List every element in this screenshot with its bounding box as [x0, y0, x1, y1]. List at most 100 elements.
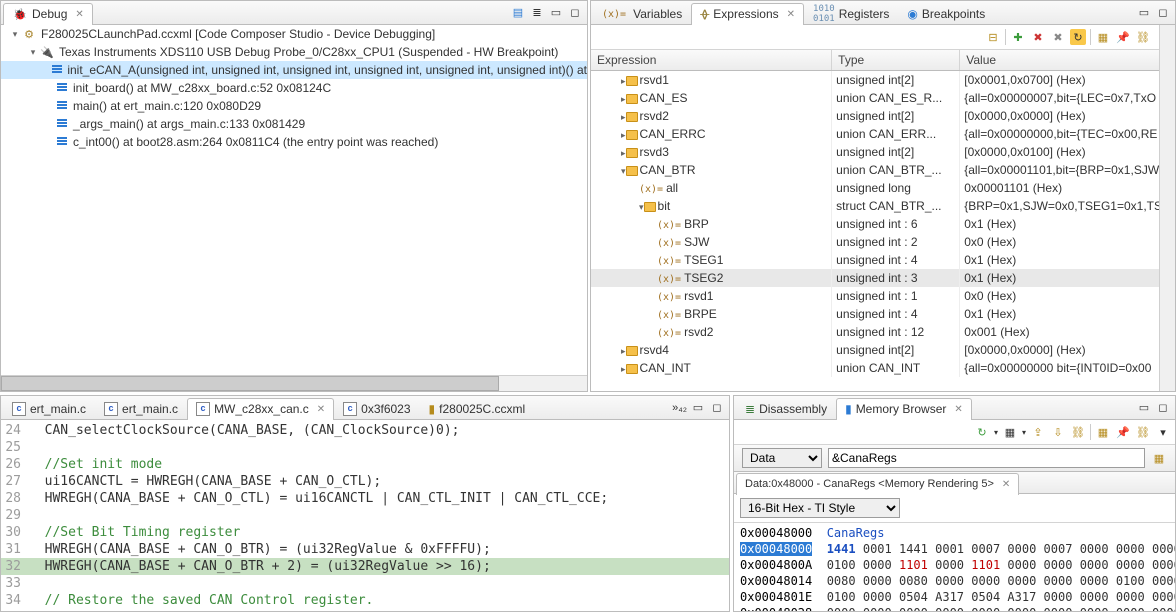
- maximize-icon[interactable]: ◻: [567, 5, 583, 21]
- view-menu-icon[interactable]: ▤: [510, 5, 526, 21]
- editor-tab[interactable]: cert_main.c: [95, 398, 187, 420]
- memory-rendering-tab[interactable]: Data:0x48000 - CanaRegs <Memory Renderin…: [736, 473, 1019, 495]
- expr-row[interactable]: (x)=allunsigned long0x00001101 (Hex): [591, 179, 1175, 197]
- new-watch-icon[interactable]: ▦: [1095, 29, 1111, 45]
- go-icon[interactable]: ▦: [1095, 424, 1111, 440]
- expr-row[interactable]: ▸CAN_ESunion CAN_ES_R...{all=0x00000007,…: [591, 89, 1175, 107]
- scrollbar-v[interactable]: [1159, 25, 1175, 391]
- close-icon[interactable]: ✕: [954, 404, 962, 415]
- twistie-icon[interactable]: ▸: [621, 76, 626, 86]
- twistie-icon[interactable]: ▸: [621, 130, 626, 140]
- add-icon[interactable]: ✚: [1010, 29, 1026, 45]
- tab-variables[interactable]: (x)=Variables: [593, 3, 691, 25]
- config-icon[interactable]: ⛓: [1135, 424, 1151, 440]
- expr-row[interactable]: ▸CAN_ERRCunion CAN_ERR...{all=0x00000000…: [591, 125, 1175, 143]
- editor-tab[interactable]: c0x3f6023: [334, 398, 419, 420]
- field-icon: (x)=: [657, 310, 681, 321]
- format-select[interactable]: 16-Bit Hex - TI Style: [740, 498, 900, 518]
- col-expression[interactable]: Expression: [591, 50, 832, 71]
- twistie-icon[interactable]: ▸: [621, 364, 626, 374]
- pin-icon[interactable]: 📌: [1115, 424, 1131, 440]
- tab-breakpoints[interactable]: ◉Breakpoints: [898, 3, 994, 25]
- minimize-icon[interactable]: ▭: [548, 5, 564, 21]
- stack-frame[interactable]: ▾🔌Texas Instruments XDS110 USB Debug Pro…: [1, 43, 587, 61]
- line-number: 35: [1, 609, 29, 611]
- refresh-icon[interactable]: ↻: [1070, 29, 1086, 45]
- link-icon[interactable]: ⛓: [1135, 29, 1151, 45]
- close-icon[interactable]: ✕: [1002, 479, 1010, 490]
- expr-row[interactable]: ▸rsvd1unsigned int[2][0x0001,0x0700] (He…: [591, 71, 1175, 90]
- expr-row[interactable]: ▾bitstruct CAN_BTR_...{BRP=0x1,SJW=0x0,T…: [591, 197, 1175, 215]
- col-type[interactable]: Type: [832, 50, 960, 71]
- scrollbar-h[interactable]: [1, 375, 587, 391]
- minimize-icon[interactable]: ▭: [1136, 400, 1152, 416]
- editor-tab[interactable]: cert_main.c: [3, 398, 95, 420]
- twistie-icon[interactable]: ▾: [9, 29, 21, 40]
- export-icon[interactable]: ⇪: [1030, 424, 1046, 440]
- expr-row[interactable]: ▸rsvd2unsigned int[2][0x0000,0x0000] (He…: [591, 107, 1175, 125]
- maximize-icon[interactable]: ◻: [1155, 400, 1171, 416]
- expr-row[interactable]: ▸CAN_INTunion CAN_INT{all=0x00000000 bit…: [591, 359, 1175, 377]
- maximize-icon[interactable]: ◻: [709, 400, 725, 416]
- expr-row[interactable]: (x)=TSEG1unsigned int : 40x1 (Hex): [591, 251, 1175, 269]
- close-icon[interactable]: ✕: [75, 9, 83, 20]
- minimize-icon[interactable]: ▭: [1136, 5, 1152, 21]
- tab-registers[interactable]: 10100101Registers: [804, 3, 898, 25]
- editor-tab[interactable]: cMW_c28xx_can.c✕: [187, 398, 334, 420]
- expr-row[interactable]: (x)=rsvd2unsigned int : 120x001 (Hex): [591, 323, 1175, 341]
- remove-all-icon[interactable]: ✖: [1050, 29, 1066, 45]
- menu-icon[interactable]: ▾: [1155, 424, 1171, 440]
- expr-row[interactable]: (x)=SJWunsigned int : 20x0 (Hex): [591, 233, 1175, 251]
- go-to-icon[interactable]: ▦: [1151, 450, 1167, 466]
- twistie-icon[interactable]: ▸: [621, 112, 626, 122]
- expr-row[interactable]: (x)=BRPEunsigned int : 40x1 (Hex): [591, 305, 1175, 323]
- close-icon[interactable]: ✕: [317, 404, 325, 415]
- expr-row[interactable]: ▾CAN_BTRunion CAN_BTR_...{all=0x00001101…: [591, 161, 1175, 179]
- pin-icon[interactable]: 📌: [1115, 29, 1131, 45]
- tree-icon[interactable]: ≣: [529, 5, 545, 21]
- more-tabs[interactable]: »₄₂: [672, 402, 687, 414]
- expressions-table[interactable]: Expression Type Value ▸rsvd1unsigned int…: [591, 50, 1175, 377]
- code-editor[interactable]: 24 CAN_selectClockSource(CANA_BASE, (CAN…: [1, 420, 729, 611]
- expr-row[interactable]: (x)=BRPunsigned int : 60x1 (Hex): [591, 215, 1175, 233]
- tab-memory[interactable]: ▮Memory Browser✕: [836, 398, 972, 420]
- stack-frame[interactable]: ▾⚙F280025CLaunchPad.ccxml [Code Composer…: [1, 25, 587, 43]
- stack-frame[interactable]: c_int00() at boot28.asm:264 0x0811C4 (th…: [1, 133, 587, 151]
- maximize-icon[interactable]: ◻: [1155, 5, 1171, 21]
- expr-value: 0x1 (Hex): [960, 215, 1175, 233]
- refresh-icon[interactable]: ↻: [974, 424, 990, 440]
- stack-frame[interactable]: _args_main() at args_main.c:133 0x081429: [1, 115, 587, 133]
- tab-debug[interactable]: 🐞 Debug ✕: [3, 3, 93, 25]
- debug-tree[interactable]: ▾⚙F280025CLaunchPad.ccxml [Code Composer…: [1, 25, 587, 375]
- new-tab-icon[interactable]: ▦: [1002, 424, 1018, 440]
- expr-row[interactable]: ▸rsvd3unsigned int[2][0x0000,0x0100] (He…: [591, 143, 1175, 161]
- close-icon[interactable]: ✕: [787, 9, 795, 20]
- address-space-select[interactable]: Data: [742, 448, 822, 468]
- twistie-icon[interactable]: ▾: [27, 47, 39, 58]
- remove-icon[interactable]: ✖: [1030, 29, 1046, 45]
- twistie-icon[interactable]: ▸: [621, 94, 626, 104]
- twistie-icon[interactable]: ▸: [621, 148, 626, 158]
- import-icon[interactable]: ⇩: [1050, 424, 1066, 440]
- col-value[interactable]: Value: [960, 50, 1175, 71]
- twistie-icon[interactable]: ▾: [621, 166, 626, 176]
- editor-tab[interactable]: ▮f280025C.ccxml: [420, 398, 535, 420]
- address-input[interactable]: [828, 448, 1145, 468]
- code-line: 30 //Set Bit Timing register: [1, 524, 729, 541]
- link-icon[interactable]: ⛓: [1070, 424, 1086, 440]
- expr-row[interactable]: (x)=TSEG2unsigned int : 30x1 (Hex): [591, 269, 1175, 287]
- expr-row[interactable]: (x)=rsvd1unsigned int : 10x0 (Hex): [591, 287, 1175, 305]
- stack-frame[interactable]: main() at ert_main.c:120 0x080D29: [1, 97, 587, 115]
- twistie-icon[interactable]: ▾: [639, 202, 644, 212]
- disassembly-icon: ≣: [745, 402, 755, 416]
- expr-row[interactable]: ▸rsvd4unsigned int[2][0x0000,0x0000] (He…: [591, 341, 1175, 359]
- expr-value: {all=0x00001101,bit={BRP=0x1,SJW: [960, 161, 1175, 179]
- collapse-icon[interactable]: ⊟: [985, 29, 1001, 45]
- twistie-icon[interactable]: ▸: [621, 346, 626, 356]
- tab-expressions[interactable]: ᚖExpressions✕: [691, 3, 804, 25]
- minimize-icon[interactable]: ▭: [690, 400, 706, 416]
- tab-disassembly[interactable]: ≣Disassembly: [736, 398, 836, 420]
- memory-dump[interactable]: 0x00048000 CanaRegs0x00048000 1441 0001 …: [734, 523, 1175, 611]
- stack-frame[interactable]: init_board() at MW_c28xx_board.c:52 0x08…: [1, 79, 587, 97]
- stack-frame[interactable]: init_eCAN_A(unsigned int, unsigned int, …: [1, 61, 587, 79]
